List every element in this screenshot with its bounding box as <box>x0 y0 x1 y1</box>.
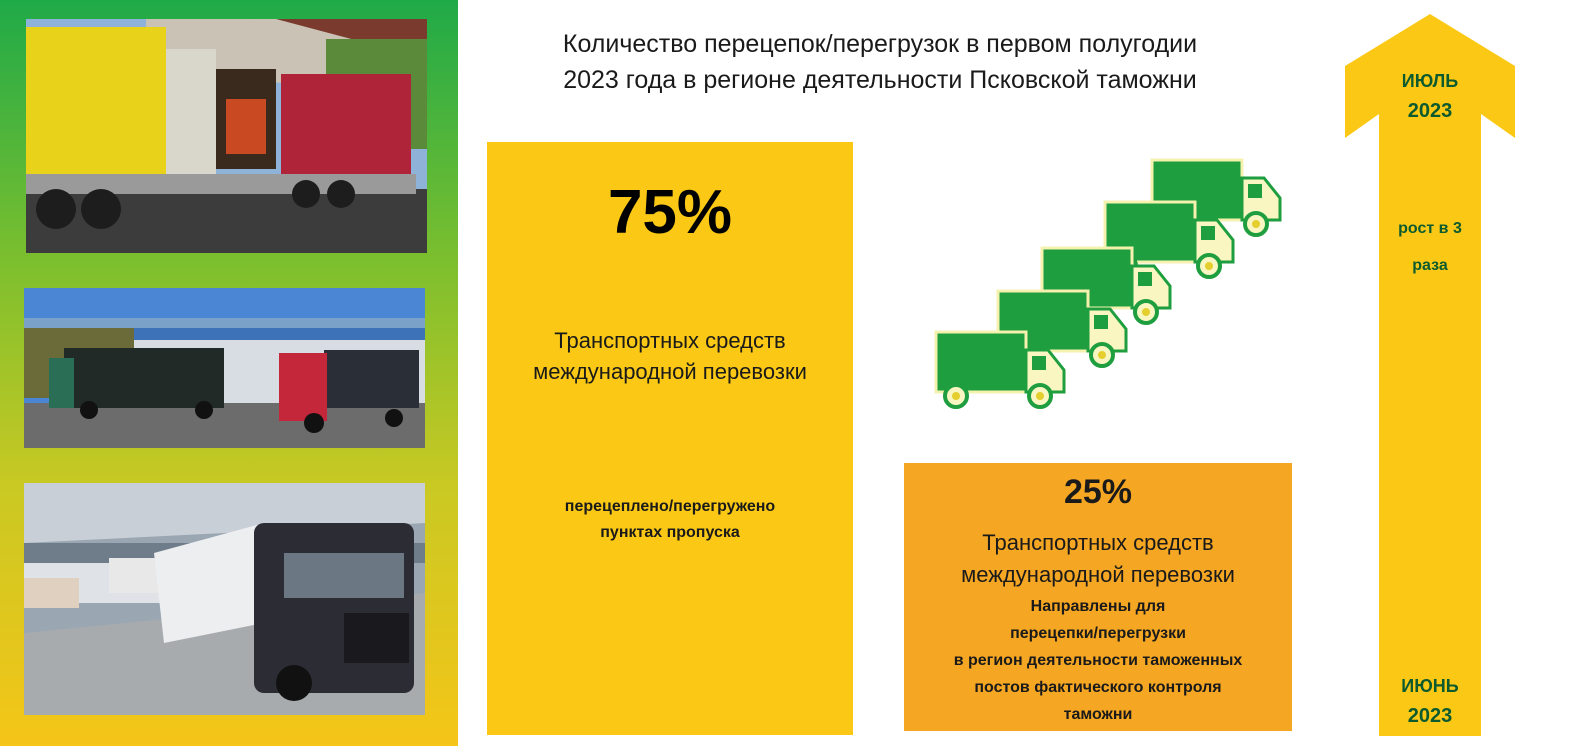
secondary-subtext: Направлены для перецепки/перегрузки в ре… <box>904 593 1292 728</box>
growth-arrow-icon <box>1345 14 1515 736</box>
main-description-line-2: международной перевозки <box>533 359 807 384</box>
arrow-top-month: ИЮЛЬ <box>1401 71 1459 91</box>
page-title: Количество перецепок/перегрузок в первом… <box>470 26 1290 98</box>
main-subtext-line-2: пунктах пропуска <box>600 524 740 541</box>
arrow-top-year: 2023 <box>1407 100 1453 122</box>
secondary-percentage-value: 25% <box>1063 473 1133 511</box>
secondary-subtext-line-5: таможни <box>1063 706 1133 723</box>
secondary-description: Транспортных средств международной перев… <box>904 527 1292 591</box>
photo-truck-loading-dock <box>26 19 427 253</box>
main-description-line-1: Транспортных средств <box>554 328 786 353</box>
main-description: Транспортных средств международной перев… <box>487 325 853 387</box>
arrow-growth-line-1: рост в 3 <box>1398 220 1462 237</box>
page-title-line-1: Количество перецепок/перегрузок в первом… <box>562 30 1198 58</box>
arrow-growth-line-2: раза <box>1412 257 1448 274</box>
secondary-subtext-line-3: в регион деятельности таможенных <box>953 652 1243 669</box>
main-percentage-value: 75% <box>607 178 733 247</box>
trucks-illustration <box>930 150 1290 410</box>
secondary-subtext-line-2: перецепки/перегрузки <box>1010 625 1186 642</box>
page-title-line-2: 2023 года в регионе деятельности Псковск… <box>563 66 1197 94</box>
arrow-bottom-year: 2023 <box>1407 705 1453 727</box>
secondary-subtext-line-4: постов фактического контроля <box>974 679 1222 696</box>
photo-truck-inside-terminal <box>24 483 425 715</box>
main-percentage-block: 75% Транспортных средств международной п… <box>487 142 853 735</box>
secondary-subtext-line-1: Направлены для <box>1030 598 1166 615</box>
photo-trucks-at-warehouse <box>24 288 425 448</box>
main-subtext: перецеплено/перегружено пунктах пропуска <box>487 494 853 546</box>
secondary-percentage-block: 25% Транспортных средств международной п… <box>904 463 1292 731</box>
arrow-bottom-month: ИЮНЬ <box>1401 676 1459 696</box>
main-subtext-line-1: перецеплено/перегружено <box>564 498 776 515</box>
secondary-description-line-1: Транспортных средств <box>982 530 1214 555</box>
secondary-description-line-2: международной перевозки <box>961 562 1235 587</box>
